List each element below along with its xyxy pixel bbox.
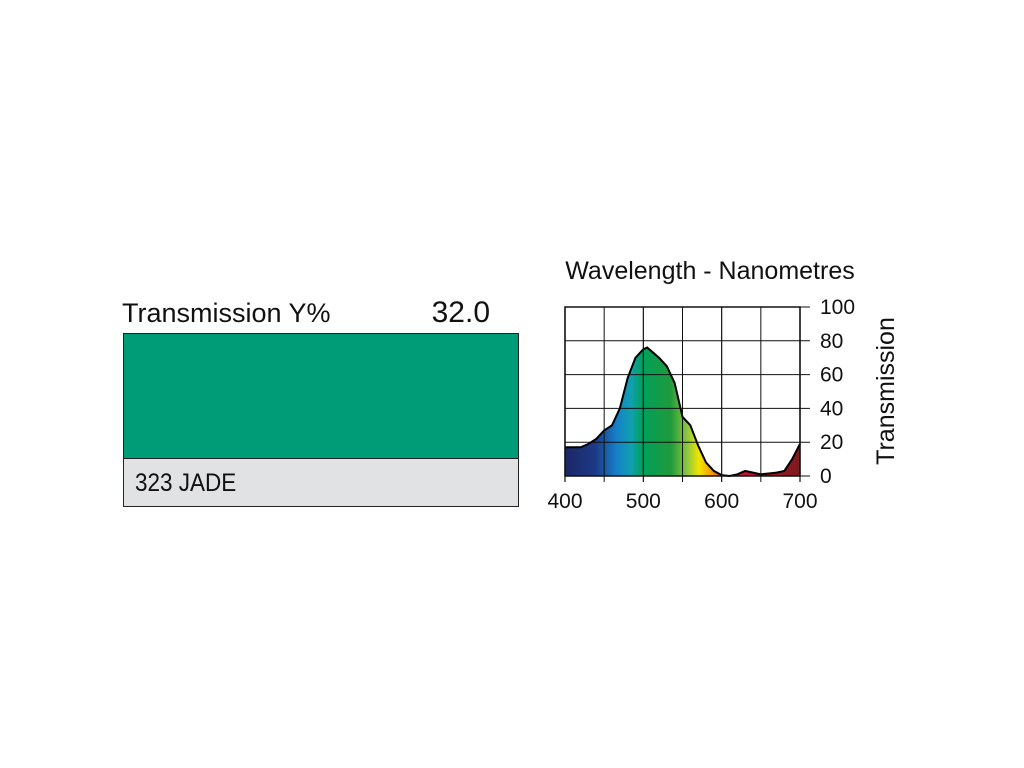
y-axis-label: Transmission [872, 317, 900, 465]
x-tick-label: 700 [782, 490, 817, 513]
x-tick-label: 500 [626, 490, 661, 513]
area-fill [565, 347, 800, 476]
chart-title: Wavelength - Nanometres [565, 257, 854, 285]
x-tick-label: 600 [704, 490, 739, 513]
y-tick-label: 20 [820, 431, 843, 454]
swatch-name: 323 JADE [135, 469, 237, 497]
plot-border [564, 306, 801, 477]
color-swatch [123, 333, 519, 459]
y-tick-label: 100 [820, 296, 855, 319]
transmission-line [565, 346, 801, 478]
swatch-label: Transmission Y% [122, 298, 331, 328]
y-tick-label: 60 [820, 364, 843, 387]
y-tick-label: 0 [820, 465, 832, 488]
swatch-value: 32.0 [431, 296, 490, 329]
y-tick-label: 80 [820, 330, 843, 353]
y-tick-label: 40 [820, 397, 843, 420]
x-tick-label: 400 [547, 490, 582, 513]
swatch-name-box: 323 JADE [123, 459, 519, 507]
